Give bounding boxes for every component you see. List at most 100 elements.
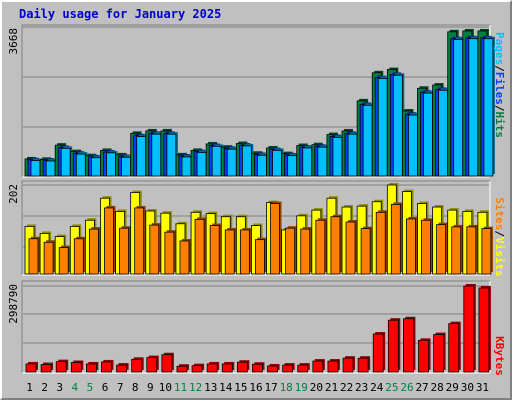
bar-sites xyxy=(390,203,401,275)
bar-kbytes xyxy=(433,334,445,373)
side-label-part: Pages xyxy=(493,32,506,65)
bar-sites xyxy=(466,226,477,275)
x-tick-label: 17 xyxy=(264,381,277,394)
x-tick-label: 27 xyxy=(415,381,428,394)
bar-kbytes xyxy=(55,361,67,373)
bar-sites xyxy=(330,216,341,275)
bar-kbytes xyxy=(418,339,429,373)
x-tick-label: 14 xyxy=(219,381,233,394)
bar-pages xyxy=(75,153,86,177)
bar-sites xyxy=(164,231,175,275)
x-tick-label: 12 xyxy=(189,381,202,394)
bar-pages xyxy=(121,156,131,177)
bar-pages xyxy=(106,152,116,177)
bar-sites xyxy=(375,211,386,275)
bar-pages xyxy=(438,89,449,177)
bar-pages xyxy=(45,160,56,177)
bar-pages xyxy=(347,133,358,177)
y-max-label: 298790 xyxy=(7,284,20,324)
bar-sites xyxy=(451,226,462,275)
bar-sites xyxy=(345,221,356,275)
bar-kbytes xyxy=(236,361,248,373)
bar-pages xyxy=(392,74,403,177)
bar-kbytes xyxy=(101,361,112,373)
side-label: Sites/Visits xyxy=(493,197,506,277)
x-tick-label: 3 xyxy=(56,381,63,394)
bar-kbytes xyxy=(85,363,97,373)
x-tick-label: 19 xyxy=(295,381,308,394)
x-tick-label: 8 xyxy=(132,381,139,394)
bar-sites xyxy=(119,227,129,275)
side-label-part: KBytes xyxy=(493,336,506,376)
bar-pages xyxy=(302,147,313,177)
x-tick-label: 2 xyxy=(41,381,48,394)
bar-kbytes xyxy=(252,363,263,373)
x-tick-label: 24 xyxy=(370,381,384,394)
bar-kbytes xyxy=(70,362,82,373)
bar-sites xyxy=(406,218,416,275)
bar-sites xyxy=(360,228,371,275)
bar-kbytes xyxy=(297,364,309,373)
bar-kbytes xyxy=(161,354,173,373)
side-label: KBytes xyxy=(493,336,506,376)
bar-kbytes xyxy=(131,358,143,373)
bar-sites xyxy=(300,228,311,275)
bar-kbytes xyxy=(25,363,37,373)
bar-sites xyxy=(134,207,145,275)
bar-kbytes xyxy=(221,363,233,373)
bar-pages xyxy=(423,92,433,177)
x-tick-label: 31 xyxy=(476,381,489,394)
bar-kbytes xyxy=(403,318,414,373)
bar-pages xyxy=(468,38,479,177)
bar-pages xyxy=(226,148,237,177)
x-tick-label: 7 xyxy=(117,381,124,394)
x-tick-label: 30 xyxy=(461,381,474,394)
side-label-part: / xyxy=(493,230,506,237)
bar-sites xyxy=(436,224,447,275)
bar-pages xyxy=(272,150,282,177)
x-tick-label: 28 xyxy=(431,381,444,394)
bar-pages xyxy=(408,114,418,177)
bar-pages xyxy=(151,133,162,177)
bar-pages xyxy=(332,137,343,177)
bar-sites xyxy=(209,225,220,275)
bar-sites xyxy=(179,240,190,275)
bar-sites xyxy=(58,247,69,275)
side-label-part: Files xyxy=(493,72,506,105)
bar-pages xyxy=(166,133,177,177)
bar-kbytes xyxy=(191,365,203,373)
bar-pages xyxy=(483,38,494,177)
bar-sites xyxy=(104,207,114,275)
side-label-part: Hits xyxy=(493,112,506,139)
x-tick-label: 23 xyxy=(355,381,368,394)
x-tick-label: 10 xyxy=(159,381,172,394)
bar-sites xyxy=(255,239,265,275)
bar-pages xyxy=(453,39,464,177)
bar-sites xyxy=(421,219,431,275)
x-tick-label: 20 xyxy=(310,381,323,394)
x-tick-label: 1 xyxy=(26,381,33,394)
bar-kbytes xyxy=(40,364,52,373)
bar-sites xyxy=(224,229,235,275)
bar-sites xyxy=(28,238,39,275)
bar-pages xyxy=(257,154,267,177)
side-label-part: / xyxy=(493,65,506,72)
x-tick-label: 29 xyxy=(446,381,459,394)
x-tick-label: 5 xyxy=(87,381,94,394)
x-tick-label: 9 xyxy=(147,381,154,394)
bar-kbytes xyxy=(463,285,475,373)
bar-kbytes xyxy=(327,360,339,373)
bar-kbytes xyxy=(357,357,369,373)
x-tick-label: 18 xyxy=(280,381,293,394)
bar-pages xyxy=(196,152,207,177)
bar-kbytes xyxy=(176,365,188,373)
bar-pages xyxy=(377,78,388,177)
bar-sites xyxy=(481,228,492,275)
bar-kbytes xyxy=(372,333,384,373)
x-tick-label: 4 xyxy=(72,381,79,394)
bar-pages xyxy=(136,136,147,177)
bar-kbytes xyxy=(282,364,294,373)
bar-sites xyxy=(43,241,54,275)
bar-kbytes xyxy=(146,357,158,373)
bar-kbytes xyxy=(342,357,354,373)
